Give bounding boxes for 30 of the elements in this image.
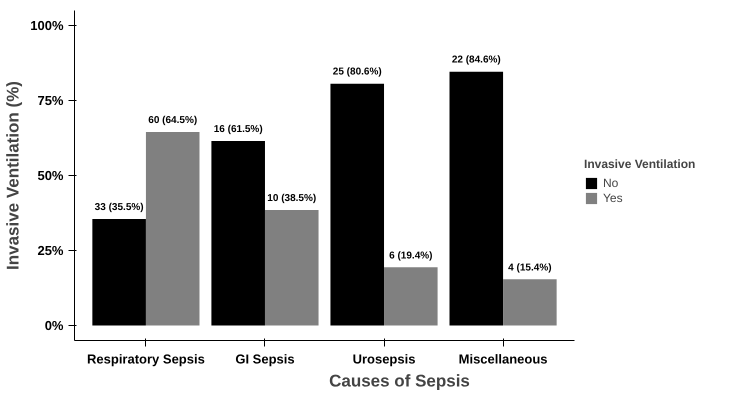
bar (503, 279, 557, 326)
x-tick-label: Urosepsis (352, 352, 416, 366)
x-axis-title: Causes of Sepsis (329, 372, 470, 390)
bar (211, 141, 265, 326)
x-tick-label: GI Sepsis (235, 352, 295, 366)
y-tick-label: 75% (37, 93, 64, 108)
bar (146, 132, 200, 326)
data-label: 22 (84.6%) (452, 54, 501, 66)
data-label: 60 (64.5%) (148, 115, 198, 126)
bar (450, 72, 504, 326)
y-tick-label: 50% (37, 168, 64, 183)
bar (384, 267, 438, 326)
data-label: 16 (61.5%) (214, 124, 263, 135)
legend-label: No (603, 176, 620, 190)
data-label: 10 (38.5%) (267, 193, 316, 204)
y-tick-label: 25% (37, 243, 64, 258)
data-label: 6 (19.4%) (389, 250, 432, 262)
bar (330, 84, 384, 326)
bar (92, 219, 146, 326)
y-tick-label: 0% (44, 318, 64, 333)
data-label: 4 (15.4%) (508, 262, 552, 274)
legend-label: Yes (603, 191, 623, 205)
data-label: 25 (80.6%) (332, 66, 382, 78)
y-axis-title: Invasive Ventilation (%) (3, 81, 22, 270)
bar (264, 210, 319, 326)
y-tick-label: 100% (30, 18, 64, 33)
x-tick-label: Miscellaneous (458, 352, 548, 366)
legend-title: Invasive Ventilation (584, 157, 696, 171)
data-label: 33 (35.5%) (94, 202, 144, 213)
x-tick-label: Respiratory Sepsis (87, 352, 205, 366)
